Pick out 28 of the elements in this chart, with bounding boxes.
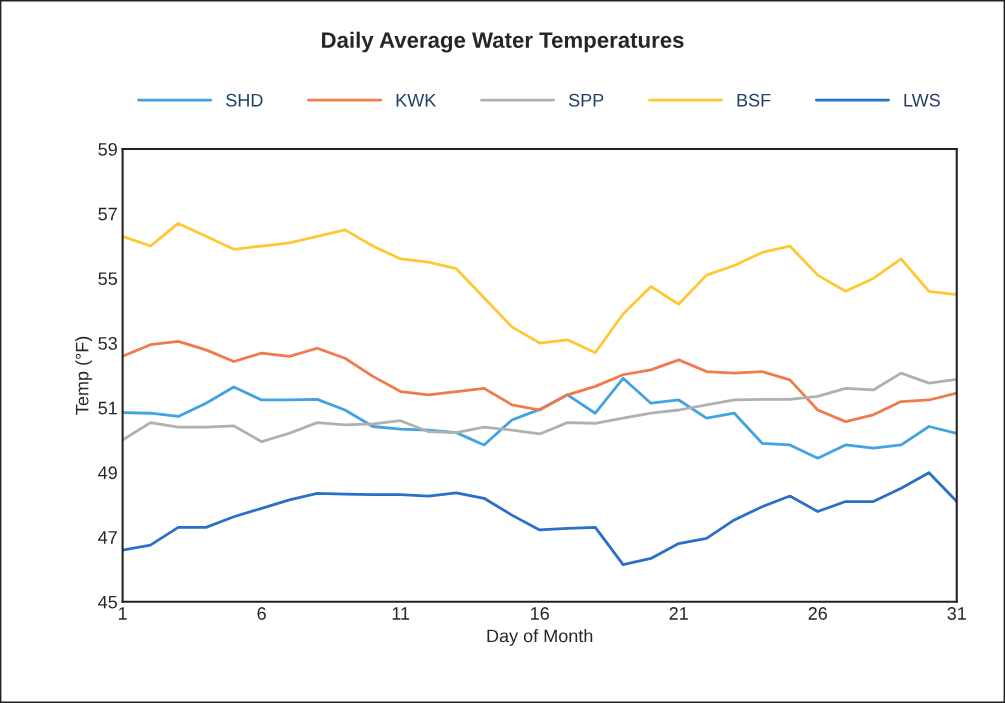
line-series — [122, 371, 957, 444]
y-tick-label: 53 — [98, 337, 117, 350]
y-tick-label: 47 — [98, 531, 117, 544]
y-tick-label: 59 — [98, 142, 117, 156]
line-series — [122, 222, 957, 355]
legend-label: KWK — [396, 93, 437, 107]
line-series — [122, 340, 957, 424]
x-tick-label: 1 — [118, 607, 127, 620]
x-tick-label: 6 — [257, 607, 266, 620]
y-tick-label: 55 — [98, 272, 117, 286]
x-tick-label: 21 — [669, 607, 688, 620]
line-series — [122, 376, 957, 460]
y-tick-label: 49 — [98, 466, 117, 480]
legend-label: SPP — [568, 93, 604, 107]
chart-title: Daily Average Water Temperatures — [322, 31, 684, 53]
y-tick-label: 51 — [98, 401, 117, 415]
legend-label: SHD — [226, 93, 263, 107]
x-axis-title: Day of Month — [487, 629, 593, 646]
x-tick-label: 26 — [808, 607, 827, 620]
y-tick-label: 57 — [98, 207, 117, 221]
legend-label: LWS — [904, 93, 940, 107]
x-tick-label: 11 — [392, 607, 410, 620]
legend-label: BSF — [737, 93, 771, 107]
line-series — [122, 471, 957, 566]
x-tick-label: 31 — [947, 607, 966, 620]
y-axis-title: Temp (°F) — [75, 336, 93, 415]
y-tick-label: 45 — [98, 595, 117, 609]
x-tick-label: 16 — [531, 607, 549, 620]
